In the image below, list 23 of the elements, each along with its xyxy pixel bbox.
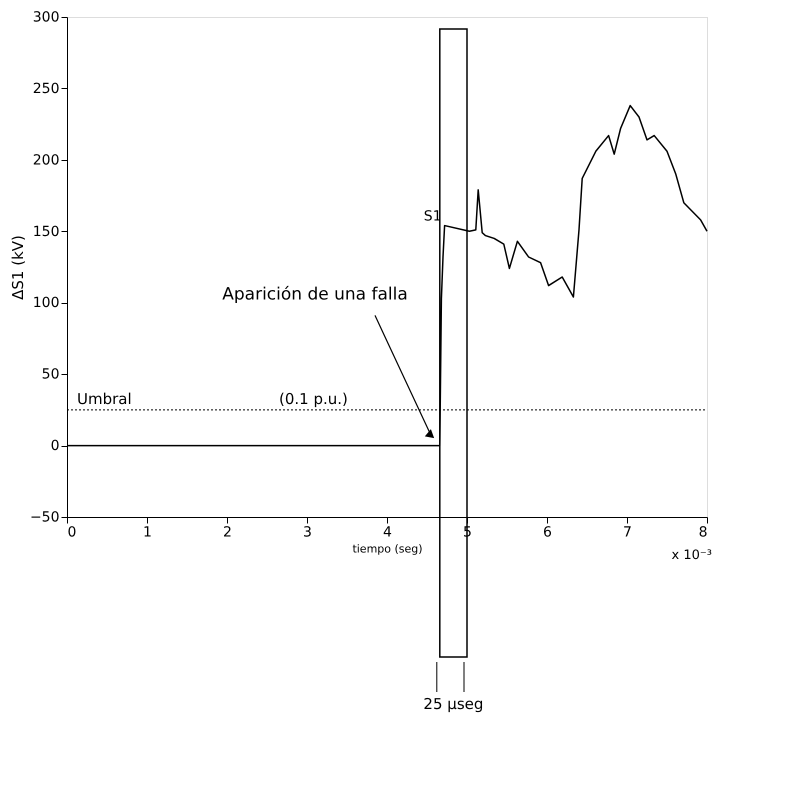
x-tick-label: 1 [143, 524, 152, 540]
y-tick-label: 0 [50, 438, 60, 454]
y-tick-label: 50 [42, 366, 60, 383]
ref-line-label: Umbral [77, 390, 132, 408]
x-axis-title: tiempo (seg) [352, 542, 423, 556]
y-tick-label: 100 [32, 295, 60, 312]
x-tick-label: 6 [543, 524, 552, 540]
y-tick-label: 300 [32, 10, 60, 26]
text: x 10⁻³ [672, 548, 712, 563]
y-tick-label: −50 [30, 510, 60, 526]
annotation: Aparición de una falla [222, 284, 408, 304]
x-tick-label: 0 [68, 524, 76, 540]
x-tick-label: 8 [698, 524, 708, 540]
annotation: (0.1 p.u.) [279, 390, 348, 408]
y-axis-title: ΔS1 (kV) [8, 235, 27, 300]
y-tick-label: 200 [32, 152, 60, 168]
y-tick-label: 250 [32, 80, 60, 97]
x-tick-label: 7 [623, 524, 632, 540]
x-tick-label: 2 [223, 524, 232, 540]
x-tick-label: 3 [303, 524, 312, 540]
x-tick-label: 4 [383, 524, 392, 540]
legend-label: 25 µseg [423, 695, 484, 713]
y-tick-label: 150 [32, 224, 60, 240]
